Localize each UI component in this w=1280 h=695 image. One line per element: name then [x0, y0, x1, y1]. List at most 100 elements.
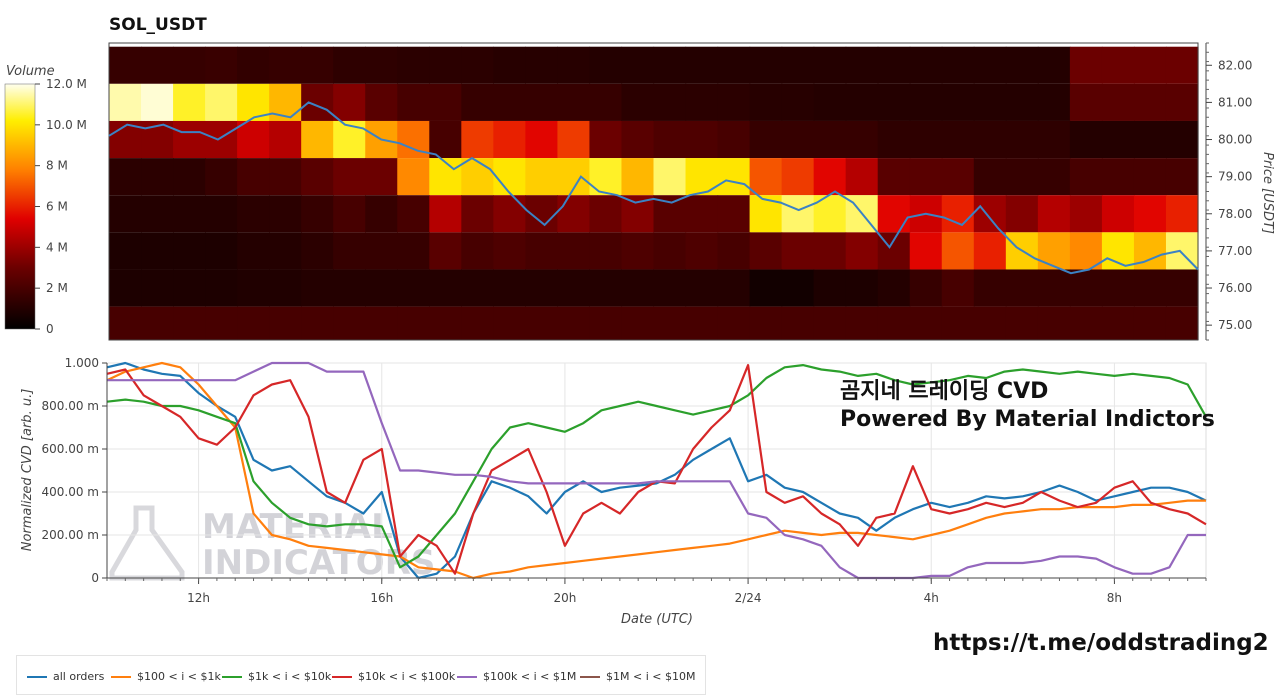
heatmap-cell — [621, 232, 655, 270]
heatmap-cell — [237, 269, 270, 307]
cvd-y-tick-label: 400.00 m — [42, 485, 100, 499]
heatmap-cell — [909, 158, 943, 196]
legend-item-1k-10k[interactable]: $1k < i < $10k — [222, 670, 331, 683]
heatmap-cell — [685, 83, 719, 121]
legend-swatch — [27, 676, 47, 678]
heatmap-cell — [557, 232, 591, 270]
heatmap-cell — [141, 158, 174, 196]
heatmap-cell — [493, 306, 526, 340]
colorbar-tick-label: 8 M — [46, 159, 68, 173]
heatmap-cell — [525, 120, 559, 159]
heatmap-cell — [749, 46, 783, 84]
heatmap-cell — [685, 195, 719, 233]
heatmap-cell — [909, 120, 943, 159]
heatmap-cell — [1069, 158, 1103, 196]
legend-item-1m-10m[interactable]: $1M < i < $10M — [580, 670, 695, 683]
heatmap-cell — [941, 232, 975, 270]
heatmap-cell — [717, 306, 751, 340]
cvd-x-axis-label: Date (UTC) — [621, 612, 693, 627]
heatmap-cell — [941, 46, 975, 84]
heatmap-cell — [269, 158, 302, 196]
heatmap-cell — [365, 83, 398, 121]
price-tick-label: 81.00 — [1218, 95, 1252, 109]
heatmap-cell — [1101, 120, 1135, 159]
colorbar-tick-label: 12.0 M — [46, 77, 87, 91]
heatmap-cell — [333, 83, 366, 121]
heatmap-cell — [1005, 306, 1039, 340]
heatmap-cell — [109, 232, 142, 270]
heatmap-cell — [1069, 306, 1103, 340]
telegram-link[interactable]: https://t.me/oddstrading2 — [933, 630, 1269, 656]
price-tick-label: 80.00 — [1218, 133, 1252, 147]
heatmap-cell — [461, 120, 494, 159]
heatmap-cell — [1005, 46, 1039, 84]
legend-item-all-orders[interactable]: all orders — [27, 670, 104, 683]
heatmap-cell — [781, 195, 815, 233]
cvd-y-axis-label: Normalized CVD [arb. u.] — [20, 389, 35, 552]
heatmap-cell — [1133, 306, 1167, 340]
heatmap-cell — [781, 46, 815, 84]
heatmap-cell — [333, 232, 366, 270]
heatmap-cell — [205, 232, 238, 270]
heatmap-cell — [1101, 158, 1135, 196]
heatmap-cell — [237, 46, 270, 84]
heatmap-cell — [237, 306, 270, 340]
price-axis-label: Price [USDT] — [1260, 152, 1275, 234]
price-tick-label: 82.00 — [1218, 58, 1252, 72]
legend-swatch — [332, 676, 352, 678]
heatmap-cell — [269, 269, 302, 307]
heatmap-cell — [205, 120, 238, 159]
heatmap-cell — [173, 83, 206, 121]
heatmap-cell — [877, 158, 911, 196]
heatmap-cell — [781, 232, 815, 270]
heatmap-cell — [781, 83, 815, 121]
heatmap-cell — [717, 120, 751, 159]
heatmap-cell — [205, 306, 238, 340]
heatmap-cell — [813, 120, 847, 159]
legend-label: $1M < i < $10M — [606, 670, 696, 683]
heatmap-cell — [557, 120, 591, 159]
heatmap-cell — [429, 158, 462, 196]
heatmap-cell — [973, 195, 1007, 233]
heatmap-cell — [621, 83, 655, 121]
heatmap-cell — [1069, 83, 1103, 121]
heatmap-cell — [173, 120, 206, 159]
colorbar-tick-label: 4 M — [46, 240, 68, 254]
heatmap-cell — [429, 195, 462, 233]
heatmap-cell — [653, 158, 687, 196]
legend-label: all orders — [53, 670, 105, 683]
heatmap-cell — [557, 306, 591, 340]
heatmap-cell — [301, 269, 334, 307]
heatmap-cell — [141, 306, 174, 340]
heatmap-cell — [653, 120, 687, 159]
heatmap-cell — [1101, 195, 1135, 233]
legend-item-100-1k[interactable]: $100 < i < $1k — [111, 670, 221, 683]
heatmap-cell — [429, 83, 462, 121]
heatmap-cell — [205, 83, 238, 121]
heatmap-cell — [941, 158, 975, 196]
heatmap-cell — [781, 158, 815, 196]
cvd-lines — [106, 361, 1207, 580]
heatmap-cell — [845, 158, 879, 196]
heatmap-cell — [749, 195, 783, 233]
heatmap-cell — [493, 232, 526, 270]
heatmap-cell — [1069, 120, 1103, 159]
heatmap-cell — [653, 269, 687, 307]
legend-label: $10k < i < $100k — [358, 670, 456, 683]
heatmap-cell — [973, 46, 1007, 84]
legend-item-100k-1m[interactable]: $100k < i < $1M — [457, 670, 576, 683]
heatmap-cell — [749, 83, 783, 121]
heatmap-cell — [365, 195, 398, 233]
cvd-x-axis: 12h 16h 20h 2/24 4h 8h — [106, 577, 1207, 605]
legend-label: $100 < i < $1k — [137, 670, 221, 683]
heatmap-cell — [141, 83, 174, 121]
heatmap-cell — [1069, 232, 1103, 270]
heatmap-cell — [397, 158, 430, 196]
legend-item-10k-100k[interactable]: $10k < i < $100k — [332, 670, 455, 683]
cvd-y-axis: 0 200.00 m 400.00 m 600.00 m 800.00 m 1.000 — [42, 356, 108, 585]
heatmap-cell — [717, 158, 751, 196]
heatmap-cell — [1037, 120, 1071, 159]
heatmap-cell — [685, 158, 719, 196]
heatmap-cell — [813, 83, 847, 121]
heatmap-cell — [397, 269, 430, 307]
